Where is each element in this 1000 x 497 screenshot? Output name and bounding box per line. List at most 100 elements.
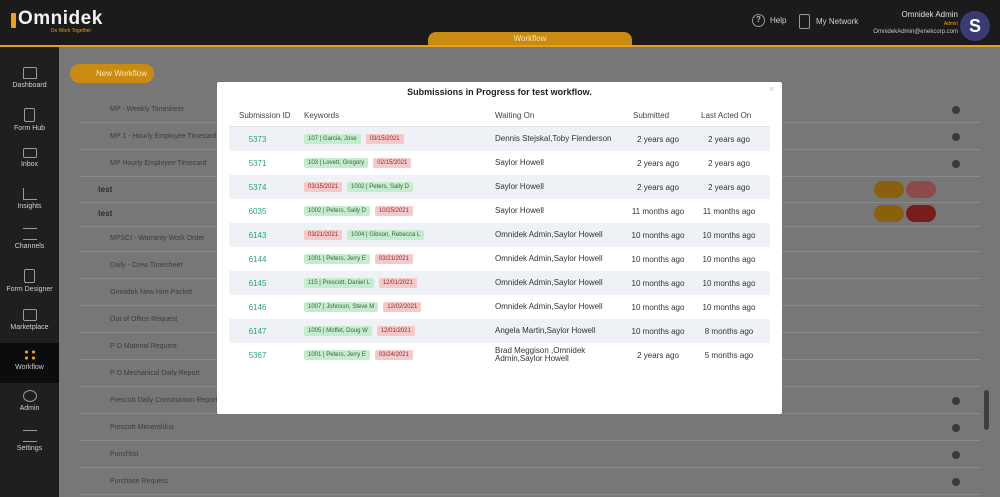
- new-workflow-button[interactable]: New Workflow: [70, 64, 154, 83]
- waiting-on-text: Saylor Howell: [495, 182, 544, 191]
- sidebar-item-workflow[interactable]: Workflow: [0, 343, 59, 383]
- keyword-tag: 107 | Garcia, Jose: [304, 134, 361, 144]
- workflow-row[interactable]: Prescott Mimeraldus: [80, 415, 980, 441]
- submitted-text: 10 months ago: [631, 326, 685, 336]
- info-icon[interactable]: [952, 160, 960, 168]
- user-email: OmnidekAdmin@enekcorp.com: [873, 29, 958, 35]
- last-acted-cell: 10 months ago: [689, 295, 769, 319]
- waiting-on-cell: Omnidek Admin,Saylor Howell: [495, 223, 615, 247]
- submitted-text: 10 months ago: [631, 302, 685, 312]
- help-link[interactable]: ? Help: [752, 14, 786, 27]
- edit-button[interactable]: [874, 205, 904, 222]
- info-icon[interactable]: [952, 106, 960, 114]
- sidebar-item-inbox[interactable]: Inbox: [0, 142, 59, 182]
- submitted-cell: 2 years ago: [613, 175, 703, 199]
- table-row[interactable]: 5374 03/15/2021 1002 | Peters, Sally D Sayl…: [229, 175, 770, 199]
- sidebar-item-label: Inbox: [20, 161, 39, 168]
- info-icon[interactable]: [952, 397, 960, 405]
- workflow-row-label: Out of Office Request: [110, 316, 178, 323]
- submission-id-link[interactable]: 6143: [248, 230, 267, 240]
- submission-id-cell: 6144: [229, 247, 286, 271]
- table-row[interactable]: 6144 1001 | Peters, Jerry E 03/21/2021 Omni…: [229, 247, 770, 271]
- omnidek-logo[interactable]: Omnidek Do Work Together: [11, 8, 106, 34]
- workflow-row[interactable]: Purchase Request: [80, 469, 980, 495]
- sidebar-item-settings[interactable]: Settings: [0, 424, 59, 464]
- my-network-link[interactable]: My Network: [799, 14, 858, 29]
- last-acted-cell: 11 months ago: [689, 199, 769, 223]
- submission-id-cell: 5367: [229, 343, 286, 367]
- sidebar-item-label: Channels: [14, 243, 45, 250]
- keywords-cell: 03/21/2021 1004 | Gibson, Rebecca L: [304, 223, 425, 247]
- submission-id-link[interactable]: 5374: [248, 182, 267, 192]
- sidebar-item-channels[interactable]: Channels: [0, 222, 59, 262]
- submitted-text: 2 years ago: [637, 158, 679, 168]
- sidebar-item-label: Workflow: [15, 364, 44, 371]
- submission-id-link[interactable]: 6147: [248, 326, 267, 336]
- sidebar-item-form-designer[interactable]: Form Designer: [0, 263, 59, 303]
- submission-id-link[interactable]: 6146: [248, 302, 267, 312]
- table-row[interactable]: 6143 03/21/2021 1004 | Gibson, Rebecca L Om…: [229, 223, 770, 247]
- submission-id-link[interactable]: 6144: [248, 254, 267, 264]
- submission-id-link[interactable]: 5371: [248, 158, 267, 168]
- table-row[interactable]: 5373 107 | Garcia, Jose 03/15/2021 Dennis S…: [229, 127, 770, 151]
- delete-button[interactable]: [906, 181, 936, 198]
- table-row[interactable]: 5371 103 | Lovett, Gregory 02/15/2021 Saylo…: [229, 151, 770, 175]
- sidebar-item-form-hub[interactable]: Form Hub: [0, 102, 59, 142]
- submissions-modal: Submissions in Progress for test workflo…: [217, 82, 782, 414]
- workflow-row-label: Purchase Request: [110, 478, 168, 485]
- delete-button[interactable]: [906, 205, 936, 222]
- sidebar-item-marketplace[interactable]: Marketplace: [0, 303, 59, 343]
- sidebar-item-insights[interactable]: Insights: [0, 182, 59, 222]
- info-icon[interactable]: [952, 133, 960, 141]
- submission-id-link[interactable]: 5367: [248, 350, 267, 360]
- workflow-row-label: MP - Weekly Timesheet: [110, 106, 184, 113]
- table-row[interactable]: 6147 1005 | Moffet, Doug W 12/01/2021 Angel…: [229, 319, 770, 343]
- logo-text: Omnidek: [18, 8, 103, 29]
- info-icon[interactable]: [952, 424, 960, 432]
- keyword-tag: 1002 | Peters, Sally D: [304, 206, 370, 216]
- close-icon[interactable]: ×: [769, 84, 775, 94]
- submission-id-link[interactable]: 5373: [248, 134, 267, 144]
- workflow-row-label: MP 1 - Hourly Employee Timecard: [110, 133, 217, 140]
- last-acted-text: 5 months ago: [704, 350, 754, 360]
- submitted-cell: 10 months ago: [613, 223, 703, 247]
- keyword-tag: 1001 | Peters, Jerry E: [304, 254, 370, 264]
- keyword-tag: 03/21/2021: [304, 230, 343, 240]
- workflow-row-label: MPSCI - Warranty Work Order: [110, 235, 205, 242]
- workflow-row[interactable]: Punchlist: [80, 442, 980, 468]
- edit-button[interactable]: [874, 181, 904, 198]
- home-icon: [22, 67, 37, 79]
- table-row[interactable]: 5367 1001 | Peters, Jerry E 03/24/2021 Brad…: [229, 343, 770, 367]
- document-icon: [24, 108, 35, 122]
- last-acted-cell: 2 years ago: [689, 151, 769, 175]
- user-info[interactable]: Omnidek Admin Admin OmnidekAdmin@enekcor…: [873, 10, 958, 35]
- keyword-tag: 1007 | Johnson, Steve M: [304, 302, 379, 312]
- submission-id-link[interactable]: 6145: [248, 278, 267, 288]
- table-row[interactable]: 6035 1002 | Peters, Sally D 10/25/2021 Sayl…: [229, 199, 770, 223]
- my-network-label: My Network: [816, 17, 859, 26]
- help-icon: ?: [752, 14, 765, 27]
- sidebar-item-admin[interactable]: Admin: [0, 384, 59, 424]
- keyword-tag: 1004 | Gibson, Rebecca L: [347, 230, 425, 240]
- waiting-on-cell: Saylor Howell: [495, 199, 615, 223]
- last-acted-cell: 8 months ago: [689, 319, 769, 343]
- submission-id-cell: 6143: [229, 223, 286, 247]
- sidebar-item-dashboard[interactable]: Dashboard: [0, 61, 59, 101]
- submission-id-link[interactable]: 6035: [248, 206, 267, 216]
- scrollbar[interactable]: [984, 390, 989, 430]
- table-row[interactable]: 6146 1007 | Johnson, Steve M 12/02/2021 Omn…: [229, 295, 770, 319]
- submission-id-cell: 5371: [229, 151, 286, 175]
- list-icon: [22, 228, 37, 240]
- sidebar-item-label: Admin: [19, 405, 40, 412]
- column-header: Submission ID: [239, 111, 291, 120]
- waiting-on-text: Omnidek Admin,Saylor Howell: [495, 230, 603, 239]
- last-acted-text: 10 months ago: [702, 278, 756, 288]
- info-icon[interactable]: [952, 451, 960, 459]
- avatar[interactable]: S: [960, 11, 990, 41]
- settings-icon: [22, 430, 37, 442]
- workflow-row-label: Daily - Crew Timesheet: [110, 262, 183, 269]
- tab-workflow[interactable]: Workflow: [428, 32, 632, 46]
- table-row[interactable]: 6145 115 | Prescott, Daniel L 12/01/2021 Om…: [229, 271, 770, 295]
- info-icon[interactable]: [952, 478, 960, 486]
- column-header: Submitted: [633, 111, 670, 120]
